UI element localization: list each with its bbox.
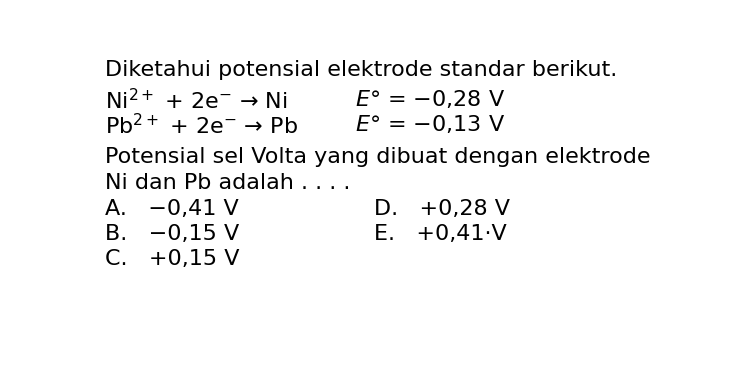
Text: Ni$^{2+}$ + 2e$^{-}$ → Ni: Ni$^{2+}$ + 2e$^{-}$ → Ni — [105, 88, 288, 113]
Text: D.   +0,28 V: D. +0,28 V — [374, 199, 510, 219]
Text: Potensial sel Volta yang dibuat dengan elektrode: Potensial sel Volta yang dibuat dengan e… — [105, 148, 651, 168]
Text: Ni dan Pb adalah . . . .: Ni dan Pb adalah . . . . — [105, 173, 351, 193]
Text: Diketahui potensial elektrode standar berikut.: Diketahui potensial elektrode standar be… — [105, 60, 618, 80]
Text: $\it{E}$° = −0,13 V: $\it{E}$° = −0,13 V — [355, 113, 505, 135]
Text: B.   −0,15 V: B. −0,15 V — [105, 224, 239, 244]
Text: C.   +0,15 V: C. +0,15 V — [105, 249, 240, 269]
Text: E.   +0,41·V: E. +0,41·V — [374, 224, 507, 244]
Text: Pb$^{2+}$ + 2e$^{-}$ → Pb: Pb$^{2+}$ + 2e$^{-}$ → Pb — [105, 113, 299, 138]
Text: $\it{E}$° = −0,28 V: $\it{E}$° = −0,28 V — [355, 88, 505, 110]
Text: A.   −0,41 V: A. −0,41 V — [105, 199, 239, 219]
